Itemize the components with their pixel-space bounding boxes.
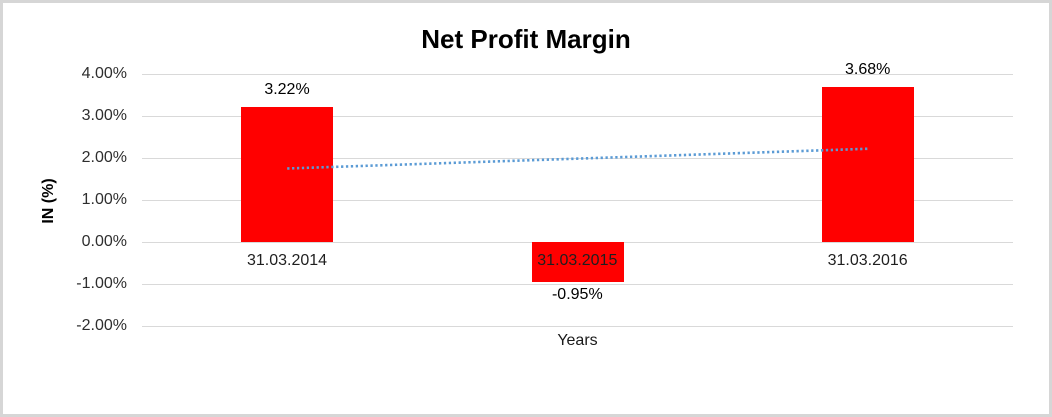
gridline (142, 116, 1013, 117)
y-axis-tick-label: 0.00% (81, 233, 127, 250)
gridline (142, 74, 1013, 75)
gridline (142, 284, 1013, 285)
y-axis-tick-label: -2.00% (76, 317, 127, 334)
bar (531, 242, 624, 282)
gridline (142, 326, 1013, 327)
bar (821, 87, 914, 242)
data-label: 3.68% (844, 61, 891, 79)
x-axis-category-label: 31.03.2014 (246, 252, 328, 269)
y-axis-tick-label: 4.00% (81, 65, 127, 82)
y-axis-tick-label: 2.00% (81, 149, 127, 166)
y-axis-tick-label: 3.00% (81, 107, 127, 124)
bar (241, 106, 334, 242)
chart-title: Net Profit Margin (421, 24, 631, 54)
x-axis-title: Years (557, 332, 598, 349)
data-label: -0.95% (551, 285, 603, 303)
gridline (142, 200, 1013, 201)
x-axis-category-label: 31.03.2016 (827, 252, 908, 269)
data-label: 3.22% (264, 80, 310, 98)
y-axis-tick-label: 1.00% (81, 191, 127, 208)
x-axis-category-label: 31.03.2015 (537, 252, 618, 269)
y-axis-tick-label: -1.00% (76, 275, 127, 292)
